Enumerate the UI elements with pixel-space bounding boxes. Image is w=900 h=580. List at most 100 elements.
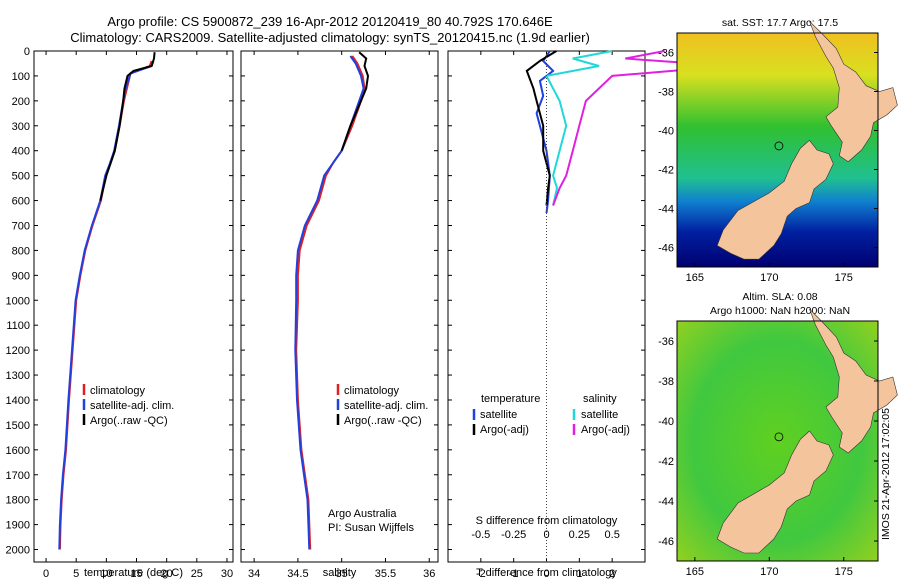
pi-label: PI: Susan Wijffels [328, 522, 414, 534]
x-tick-label: 0 [43, 568, 49, 580]
legend-label: satellite-adj. clim. [90, 400, 174, 412]
lat-tick-label: -44 [658, 204, 674, 216]
climatology-subtitle: Climatology: CARS2009. Satellite-adjuste… [70, 30, 590, 45]
x-tick-label: 1 [576, 568, 582, 580]
y-tick-label: 1400 [6, 395, 30, 407]
x-tick-label: 20 [161, 568, 173, 580]
legend-label: Argo(..raw -QC) [344, 415, 422, 427]
y-tick-label: 1800 [6, 495, 30, 507]
x-tick-label: 10 [100, 568, 112, 580]
lat-tick-label: -42 [658, 165, 674, 177]
y-tick-label: 500 [12, 171, 30, 183]
x-tick-label: 35 [336, 568, 348, 580]
series-line [295, 55, 366, 550]
legend-temperature-header: temperature [481, 393, 540, 405]
sst-map: -36 -38 -40 -42 -44 -46 165 170 175 [658, 21, 898, 284]
lat-tick-label: -44 [658, 496, 674, 508]
x-tick-label: 15 [130, 568, 142, 580]
legend-label: climatology [90, 385, 146, 397]
y-tick-label: 700 [12, 220, 30, 232]
series-line [525, 50, 557, 206]
y-tick-label: 300 [12, 121, 30, 133]
x-tick-label: 25 [191, 568, 203, 580]
legend-label: climatology [344, 385, 400, 397]
lat-tick-label: -40 [658, 126, 674, 138]
x-tick-label: 34.5 [287, 568, 308, 580]
legend-salinity-header: salinity [583, 393, 617, 405]
y-tick-label: 1000 [6, 295, 30, 307]
s-axis-label: S difference from climatology [476, 515, 618, 527]
lon-tick-label: 165 [686, 566, 704, 578]
map-frame [676, 320, 879, 562]
south-island-land [716, 139, 834, 260]
y-tick-label: 900 [12, 270, 30, 282]
legend-label: Argo(-adj) [480, 424, 529, 436]
y-tick-label: 1500 [6, 420, 30, 432]
sla-map: -36 -38 -40 -42 -44 -46 165 170 175 [658, 308, 898, 578]
argo-position-marker [774, 432, 784, 442]
y-tick-label: 1700 [6, 470, 30, 482]
south-island-land [716, 430, 834, 554]
x-tick-label: -1 [509, 568, 519, 580]
y-tick-label: 0 [24, 46, 30, 58]
lat-tick-label: -36 [658, 48, 674, 60]
panel-frame [240, 50, 439, 563]
sla-map-title: Altim. SLA: 0.08 [742, 291, 818, 303]
lon-tick-label: 175 [835, 566, 853, 578]
y-tick-label: 200 [12, 96, 30, 108]
series-line [58, 60, 155, 550]
y-tick-label: 2000 [6, 545, 30, 557]
argo-australia-label: Argo Australia [328, 508, 397, 520]
legend-label: satellite-adj. clim. [344, 400, 428, 412]
x-tick-label: 36 [423, 568, 435, 580]
s-tick-label: 0.5 [605, 529, 620, 541]
x-axis-label: temperature (deg C) [84, 567, 183, 579]
profile-panel-2: -2 -1 0 1 2T difference from climatology -0.5… [447, 50, 731, 580]
series-line [294, 55, 365, 550]
series-line [58, 60, 153, 550]
x-tick-label: -2 [476, 568, 486, 580]
lat-tick-label: -38 [658, 87, 674, 99]
lon-tick-label: 170 [760, 272, 778, 284]
map-frame [676, 32, 879, 268]
y-tick-label: 1100 [6, 320, 30, 332]
x-tick-label: 0 [543, 568, 549, 580]
y-tick-label: 1200 [6, 345, 30, 357]
panel-frame [33, 50, 234, 563]
s-tick-label: 0.25 [569, 529, 590, 541]
north-island-land [809, 21, 898, 163]
y-tick-label: 600 [12, 196, 30, 208]
y-tick-label: 800 [12, 245, 30, 257]
lon-tick-label: 170 [760, 566, 778, 578]
legend-label: satellite [480, 409, 517, 421]
lat-tick-label: -42 [658, 456, 674, 468]
x-axis-label: salinity [323, 567, 357, 579]
y-tick-label: 1300 [6, 370, 30, 382]
lat-tick-label: -46 [658, 243, 674, 255]
series-line [340, 51, 370, 152]
profile-panel-0: 0100200300400500600700800900100011001200… [6, 46, 234, 580]
sla-map-subtitle: Argo h1000: NaN h2000: NaN [709, 305, 851, 317]
legend-label: Argo(..raw -QC) [90, 415, 168, 427]
sst-map-title: sat. SST: 17.7 Argo: 17.5 [721, 17, 839, 29]
profile-title: Argo profile: CS 5900872_239 16-Apr-2012… [107, 14, 553, 29]
y-tick-label: 1900 [6, 520, 30, 532]
lat-tick-label: -38 [658, 376, 674, 388]
lat-tick-label: -36 [658, 336, 674, 348]
x-tick-label: 2 [609, 568, 615, 580]
argo-position-marker [774, 141, 784, 151]
x-tick-label: 5 [73, 568, 79, 580]
y-tick-label: 100 [12, 71, 30, 83]
s-tick-label: -0.5 [471, 529, 490, 541]
x-tick-label: 34 [248, 568, 260, 580]
s-tick-label: 0 [543, 529, 549, 541]
legend-label: satellite [581, 409, 618, 421]
x-tick-label: 30 [221, 568, 233, 580]
profile-panel-1: 34 34.5 35 35.5 36 salinity climatology satelli… [240, 50, 439, 580]
lat-tick-label: -46 [658, 536, 674, 548]
series-line [99, 52, 156, 201]
north-island-land [809, 308, 898, 454]
s-tick-label: -0.25 [501, 529, 526, 541]
y-tick-label: 400 [12, 146, 30, 158]
